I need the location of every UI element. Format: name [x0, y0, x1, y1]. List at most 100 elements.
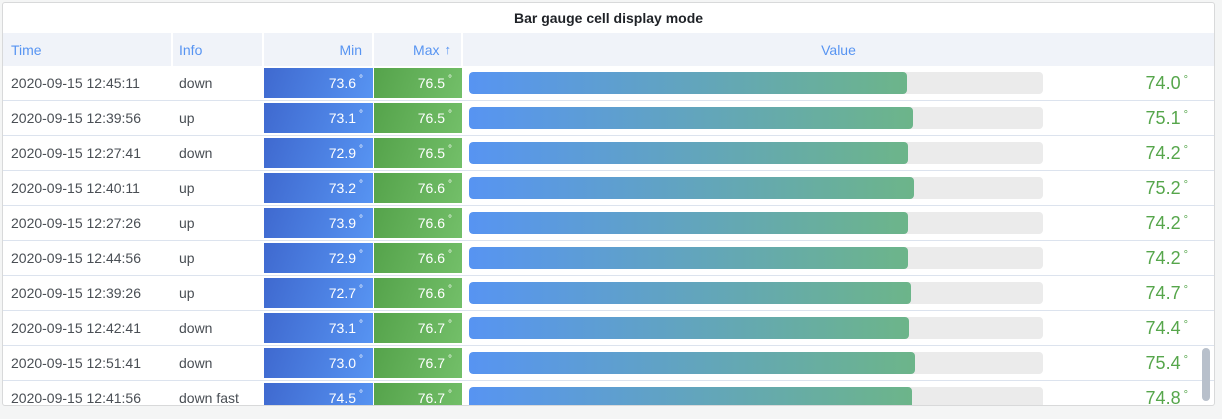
value-text: 74.4 ° — [1043, 318, 1188, 339]
cell-min: 73.9 ° — [264, 206, 374, 240]
max-colored-cell: 76.6 ° — [374, 173, 462, 203]
min-value: 73.2 — [328, 180, 356, 196]
bar-gauge-track — [469, 177, 1043, 199]
time-value: 2020-09-15 12:27:26 — [11, 215, 141, 231]
column-header-label: Max — [413, 41, 440, 58]
cell-info: down — [173, 311, 264, 345]
bar-gauge-fill — [469, 177, 915, 199]
info-value: down — [179, 145, 213, 161]
bar-gauge-fill — [469, 247, 909, 269]
info-value: up — [179, 110, 195, 126]
time-value: 2020-09-15 12:42:41 — [11, 320, 141, 336]
degree-suffix: ° — [448, 318, 452, 330]
degree-suffix: ° — [359, 388, 363, 400]
bar-gauge-fill — [469, 317, 910, 339]
column-header-min[interactable]: Min — [264, 33, 374, 66]
degree-suffix: ° — [448, 388, 452, 400]
degree-suffix: ° — [1183, 388, 1188, 401]
value-number: 75.2 — [1145, 177, 1181, 198]
max-value: 76.6 — [417, 250, 445, 266]
value-text: 74.2 ° — [1043, 213, 1188, 234]
bar-gauge-fill — [469, 142, 909, 164]
cell-time: 2020-09-15 12:45:11 — [3, 66, 173, 100]
table-row: 2020-09-15 12:39:26 up 72.7 ° 76.6 ° 74.7 ° — [3, 276, 1214, 311]
value-text: 75.1 ° — [1043, 108, 1188, 129]
bar-gauge-track — [469, 282, 1043, 304]
column-header-value[interactable]: Value — [463, 33, 1214, 66]
degree-suffix: ° — [359, 143, 363, 155]
info-value: up — [179, 215, 195, 231]
bar-gauge-fill — [469, 387, 912, 405]
degree-suffix: ° — [448, 143, 452, 155]
max-colored-cell: 76.7 ° — [374, 383, 462, 405]
degree-suffix: ° — [1183, 248, 1188, 261]
max-value: 76.5 — [417, 145, 445, 161]
value-number: 74.2 — [1145, 212, 1181, 233]
cell-min: 73.1 ° — [264, 311, 374, 345]
panel-title[interactable]: Bar gauge cell display mode — [513, 10, 704, 26]
column-header-label: Time — [11, 41, 42, 58]
max-colored-cell: 76.7 ° — [374, 313, 462, 343]
cell-time: 2020-09-15 12:27:41 — [3, 136, 173, 170]
bar-gauge-track — [469, 212, 1043, 234]
bar-gauge-fill — [469, 282, 912, 304]
value-text: 75.2 ° — [1043, 178, 1188, 199]
cell-max: 76.7 ° — [374, 381, 463, 405]
value-number: 74.8 — [1145, 387, 1181, 406]
time-value: 2020-09-15 12:45:11 — [11, 75, 140, 91]
degree-suffix: ° — [359, 178, 363, 190]
table-row: 2020-09-15 12:45:11 down 73.6 ° 76.5 ° 74.… — [3, 66, 1214, 101]
cell-value: 74.4 ° — [463, 311, 1214, 345]
degree-suffix: ° — [448, 73, 452, 85]
cell-max: 76.7 ° — [374, 346, 463, 380]
cell-min: 72.9 ° — [264, 241, 374, 275]
value-text: 74.7 ° — [1043, 283, 1188, 304]
bar-gauge-track — [469, 352, 1043, 374]
column-header-time[interactable]: Time — [3, 33, 173, 66]
min-value: 73.6 — [328, 75, 356, 91]
cell-min: 72.9 ° — [264, 136, 374, 170]
cell-value: 75.4 ° — [463, 346, 1214, 380]
min-colored-cell: 73.0 ° — [264, 348, 373, 378]
value-number: 74.2 — [1145, 142, 1181, 163]
value-number: 75.4 — [1145, 352, 1181, 373]
cell-info: up — [173, 241, 264, 275]
cell-value: 75.2 ° — [463, 171, 1214, 205]
degree-suffix: ° — [359, 108, 363, 120]
min-colored-cell: 73.1 ° — [264, 313, 373, 343]
cell-value: 74.8 ° — [463, 381, 1214, 405]
cell-max: 76.6 ° — [374, 276, 463, 310]
time-value: 2020-09-15 12:44:56 — [11, 250, 141, 266]
bar-gauge-track — [469, 247, 1043, 269]
degree-suffix: ° — [448, 283, 452, 295]
max-value: 76.5 — [417, 75, 445, 91]
value-number: 75.1 — [1145, 107, 1181, 128]
bar-gauge-fill — [469, 72, 907, 94]
vertical-scrollbar-thumb[interactable] — [1202, 348, 1210, 401]
value-number: 74.7 — [1145, 282, 1181, 303]
cell-max: 76.5 ° — [374, 101, 463, 135]
degree-suffix: ° — [1183, 73, 1188, 86]
value-text: 75.4 ° — [1043, 353, 1188, 374]
degree-suffix: ° — [359, 213, 363, 225]
bar-gauge-track — [469, 317, 1043, 339]
column-header-max[interactable]: Max ↑ — [374, 33, 463, 66]
min-value: 74.5 — [328, 390, 356, 405]
value-text: 74.2 ° — [1043, 248, 1188, 269]
max-colored-cell: 76.7 ° — [374, 348, 462, 378]
bar-gauge-track — [469, 142, 1043, 164]
table-panel: Bar gauge cell display mode Time Info Mi… — [2, 2, 1215, 406]
bar-gauge-fill — [469, 352, 916, 374]
time-value: 2020-09-15 12:39:56 — [11, 110, 141, 126]
cell-info: down — [173, 136, 264, 170]
sort-ascending-icon: ↑ — [444, 42, 452, 57]
cell-value: 74.2 ° — [463, 241, 1214, 275]
column-header-label: Value — [821, 41, 856, 58]
time-value: 2020-09-15 12:51:41 — [11, 355, 141, 371]
table-row: 2020-09-15 12:27:41 down 72.9 ° 76.5 ° 74.… — [3, 136, 1214, 171]
cell-time: 2020-09-15 12:39:26 — [3, 276, 173, 310]
bar-gauge-fill — [469, 107, 914, 129]
min-colored-cell: 73.9 ° — [264, 208, 373, 238]
column-header-info[interactable]: Info — [173, 33, 264, 66]
info-value: down — [179, 355, 213, 371]
